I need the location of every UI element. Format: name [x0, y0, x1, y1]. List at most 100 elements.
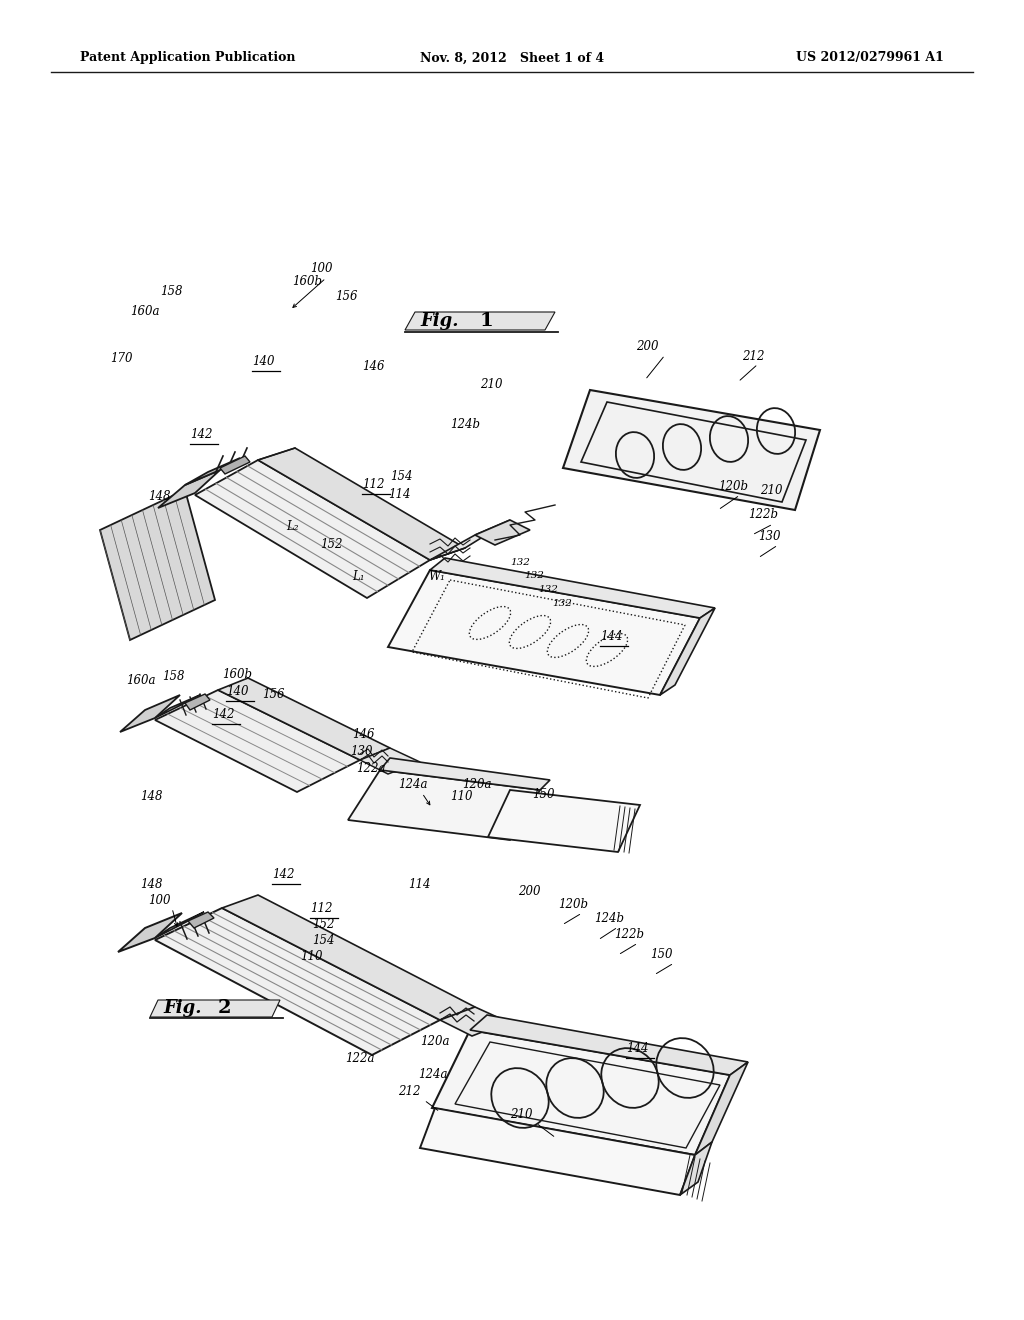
Text: 150: 150 [532, 788, 555, 801]
Text: W₁: W₁ [428, 570, 444, 583]
Text: 150: 150 [650, 948, 673, 961]
Polygon shape [258, 447, 465, 560]
Text: 132: 132 [538, 585, 558, 594]
Text: 160b: 160b [292, 275, 322, 288]
Polygon shape [470, 1015, 748, 1074]
Text: 210: 210 [760, 484, 782, 498]
Text: 124a: 124a [418, 1068, 447, 1081]
Text: 140: 140 [226, 685, 249, 698]
Text: 200: 200 [518, 884, 541, 898]
Text: 142: 142 [212, 708, 234, 721]
Polygon shape [388, 570, 700, 696]
Text: Fig.: Fig. [163, 999, 202, 1016]
Text: 158: 158 [160, 285, 182, 298]
Polygon shape [120, 696, 180, 733]
Polygon shape [406, 312, 555, 330]
Text: 152: 152 [319, 539, 342, 550]
Text: 154: 154 [312, 935, 335, 946]
Text: 210: 210 [480, 378, 503, 391]
Text: 212: 212 [742, 350, 765, 363]
Text: 110: 110 [450, 789, 472, 803]
Polygon shape [680, 1142, 712, 1195]
Polygon shape [222, 895, 475, 1020]
Text: 142: 142 [190, 428, 213, 441]
Text: 122a: 122a [345, 1052, 375, 1065]
Text: US 2012/0279961 A1: US 2012/0279961 A1 [796, 51, 944, 65]
Text: 156: 156 [262, 688, 285, 701]
Text: 130: 130 [350, 744, 373, 758]
Text: 158: 158 [162, 671, 184, 682]
Text: 122b: 122b [748, 508, 778, 521]
Text: 170: 170 [110, 352, 132, 366]
Text: 124b: 124b [450, 418, 480, 432]
Text: 210: 210 [510, 1107, 532, 1121]
Polygon shape [195, 459, 430, 598]
Text: 200: 200 [636, 341, 658, 352]
Text: 1: 1 [480, 312, 494, 330]
Polygon shape [360, 748, 420, 774]
Polygon shape [118, 913, 182, 952]
Text: 212: 212 [398, 1085, 421, 1098]
Text: 142: 142 [272, 869, 295, 880]
Polygon shape [218, 678, 390, 760]
Polygon shape [420, 1107, 695, 1195]
Text: 110: 110 [300, 950, 323, 964]
Polygon shape [432, 1030, 730, 1155]
Text: 132: 132 [524, 572, 544, 579]
Text: 114: 114 [388, 488, 411, 502]
Polygon shape [185, 694, 210, 710]
Polygon shape [430, 520, 510, 560]
Polygon shape [380, 758, 550, 789]
Polygon shape [488, 789, 640, 851]
Polygon shape [155, 696, 200, 718]
Text: 124a: 124a [398, 777, 427, 791]
Text: 112: 112 [362, 478, 384, 491]
Text: 160a: 160a [126, 675, 156, 686]
Text: L₂: L₂ [286, 520, 299, 533]
Polygon shape [185, 458, 240, 484]
Text: 122b: 122b [614, 928, 644, 941]
Text: 140: 140 [252, 355, 274, 368]
Text: Nov. 8, 2012   Sheet 1 of 4: Nov. 8, 2012 Sheet 1 of 4 [420, 51, 604, 65]
Text: 148: 148 [140, 878, 163, 891]
Text: 114: 114 [408, 878, 430, 891]
Polygon shape [563, 389, 820, 510]
Text: 100: 100 [310, 261, 333, 275]
Text: 160a: 160a [130, 305, 160, 318]
Text: 122a: 122a [356, 762, 385, 775]
Polygon shape [440, 1007, 508, 1036]
Text: Patent Application Publication: Patent Application Publication [80, 51, 296, 65]
Polygon shape [155, 908, 440, 1055]
Text: 2: 2 [218, 999, 231, 1016]
Text: 146: 146 [362, 360, 384, 374]
Text: 144: 144 [626, 1041, 648, 1055]
Polygon shape [660, 609, 715, 696]
Polygon shape [220, 455, 250, 474]
Text: 154: 154 [390, 470, 413, 483]
Text: 148: 148 [148, 490, 171, 503]
Text: 160b: 160b [222, 668, 252, 681]
Polygon shape [695, 1063, 748, 1155]
Text: 132: 132 [510, 558, 529, 568]
Text: L₁: L₁ [352, 570, 365, 583]
Text: 112: 112 [310, 902, 333, 915]
Text: Fig.: Fig. [420, 312, 459, 330]
Polygon shape [150, 1001, 280, 1016]
Text: 130: 130 [758, 531, 780, 543]
Polygon shape [475, 520, 530, 545]
Text: 152: 152 [312, 917, 335, 931]
Text: 148: 148 [140, 789, 163, 803]
Polygon shape [155, 690, 360, 792]
Text: 120a: 120a [462, 777, 492, 791]
Text: 100: 100 [148, 894, 171, 907]
Polygon shape [100, 490, 215, 640]
Text: 120b: 120b [718, 480, 748, 492]
Text: 120a: 120a [420, 1035, 450, 1048]
Text: 120b: 120b [558, 898, 588, 911]
Polygon shape [188, 912, 214, 928]
Text: 132: 132 [552, 599, 571, 609]
Text: 146: 146 [352, 729, 375, 741]
Polygon shape [158, 470, 220, 508]
Text: 156: 156 [335, 290, 357, 304]
Text: 144: 144 [600, 630, 623, 643]
